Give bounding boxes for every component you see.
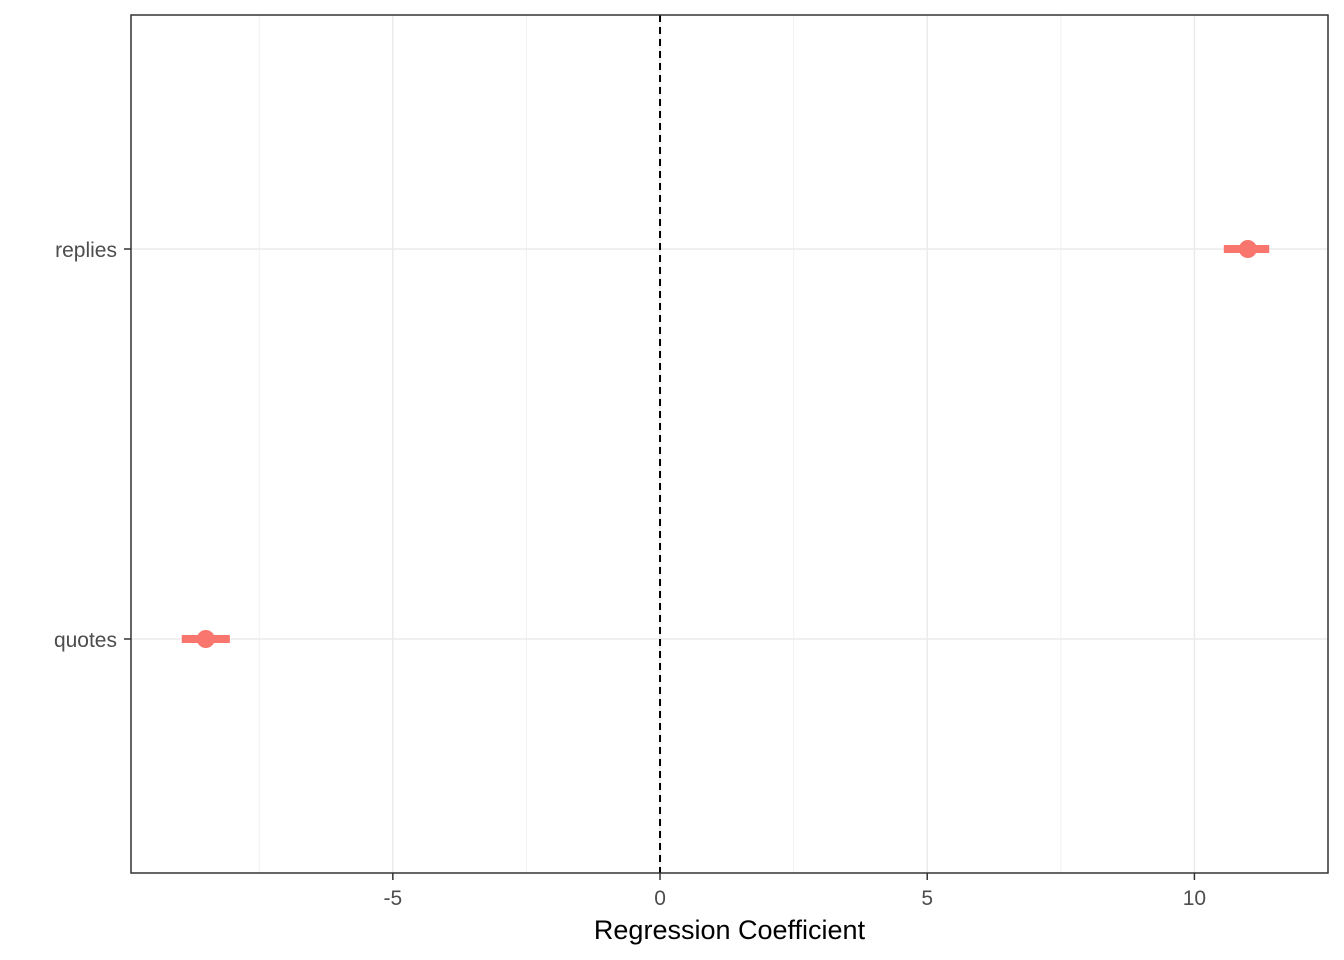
x-axis-title: Regression Coefficient	[594, 915, 866, 945]
data-marks	[181, 240, 1270, 648]
y-axis: replies quotes	[54, 239, 131, 652]
x-tick-label: -5	[384, 887, 403, 910]
x-tick-label: 10	[1183, 887, 1206, 910]
x-axis: -5 0 5 10	[384, 873, 1206, 910]
y-tick-label-replies: replies	[55, 239, 117, 262]
point-replies	[1238, 240, 1257, 258]
grid-minor	[258, 15, 1062, 873]
grid-major	[131, 15, 1328, 873]
x-tick-label: 5	[921, 887, 933, 910]
plot-panel-border	[130, 14, 1329, 874]
y-tick-label-quotes: quotes	[54, 629, 117, 652]
point-quotes	[196, 630, 215, 648]
x-tick-label: 0	[654, 887, 666, 910]
